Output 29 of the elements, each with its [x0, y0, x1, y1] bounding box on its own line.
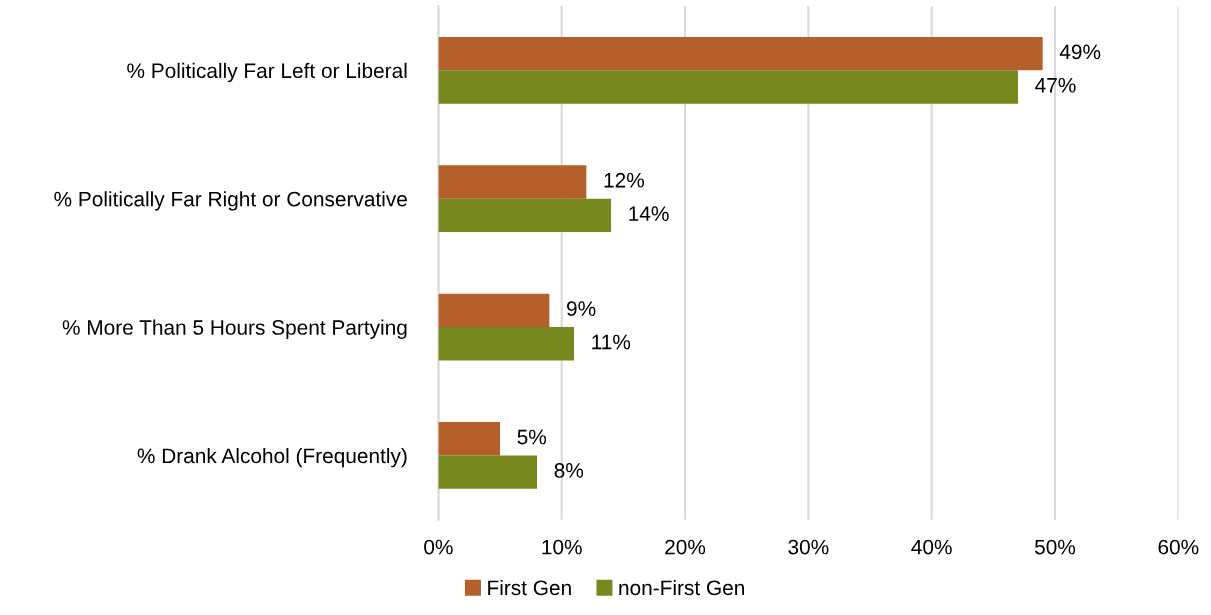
bar	[438, 293, 550, 328]
x-tick-label: 60%	[1158, 539, 1199, 555]
x-tick-label: 10%	[542, 539, 582, 555]
data-label: 8%	[554, 463, 584, 478]
y-tick-label: % More Than 5 Hours Spent Partying	[62, 319, 407, 339]
data-label: 12%	[604, 172, 644, 188]
bar	[438, 198, 612, 233]
bar	[438, 165, 587, 199]
data-label: 14%	[629, 206, 669, 221]
data-label: 9%	[567, 301, 596, 317]
legend-label: non-First Gen	[619, 579, 744, 596]
bar	[438, 70, 1018, 104]
x-tick-label: 40%	[911, 539, 952, 555]
y-tick-label: % Drank Alcohol (Frequently)	[137, 447, 407, 468]
x-tick-label: 0%	[424, 539, 453, 555]
bar	[438, 422, 501, 456]
x-tick-label: 30%	[788, 539, 829, 555]
bar	[438, 36, 1043, 71]
legend-label: First Gen	[488, 579, 571, 596]
bar	[438, 455, 538, 489]
y-tick-label: % Politically Far Right or Conservative	[54, 191, 407, 211]
x-tick-label: 20%	[665, 539, 706, 555]
x-tick-label: 50%	[1034, 539, 1076, 555]
data-label: 49%	[1059, 44, 1101, 60]
data-label: 11%	[592, 334, 631, 350]
data-label: 5%	[517, 429, 547, 445]
y-tick-label: % Politically Far Left or Liberal	[127, 62, 407, 83]
bar	[438, 327, 575, 361]
data-label: 47%	[1035, 77, 1076, 93]
